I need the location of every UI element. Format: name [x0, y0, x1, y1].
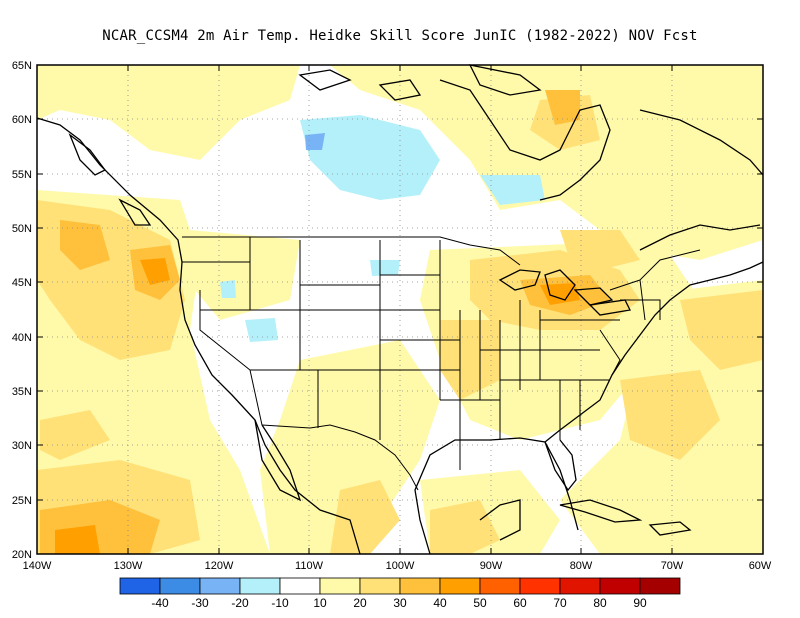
lon-label: 100W [386, 560, 415, 572]
graticule [37, 65, 763, 554]
lon-label: 80W [570, 560, 593, 572]
colorbar-swatch [279, 577, 321, 595]
colorbar-swatch [599, 577, 641, 595]
lon-label: 90W [480, 560, 503, 572]
lon-label: 140W [23, 560, 52, 572]
colorbar-label: 20 [353, 596, 367, 610]
colorbar-label: 50 [473, 596, 487, 610]
political-borders [182, 236, 701, 491]
colorbar-swatch [519, 577, 561, 595]
lon-axis: 140W 130W 120W 110W 100W 90W 80W 70W 60W [23, 560, 772, 572]
colorbar-label: 70 [553, 596, 567, 610]
colorbar-swatch [359, 577, 401, 595]
map-title: NCAR_CCSM4 2m Air Temp. Heidke Skill Sco… [102, 28, 698, 44]
lat-label: 45N [12, 277, 32, 289]
lat-label: 40N [12, 332, 32, 344]
colorbar-swatch [439, 577, 481, 595]
lat-axis: 65N 60N 55N 50N 45N 40N 35N 30N 25N 20N [12, 60, 32, 561]
lat-label: 50N [12, 223, 32, 235]
colorbar-label: -10 [271, 596, 289, 610]
colorbar-swatch [559, 577, 601, 595]
lat-label: 35N [12, 386, 32, 398]
lon-label: 70W [661, 560, 684, 572]
lon-label: 130W [114, 560, 143, 572]
colorbar-label: -30 [191, 596, 209, 610]
colorbar [119, 577, 681, 595]
colorbar-label: 30 [393, 596, 407, 610]
lat-label: 25N [12, 495, 32, 507]
colorbar-swatch [399, 577, 441, 595]
lat-label: 60N [12, 114, 32, 126]
colorbar-label: -20 [231, 596, 249, 610]
colorbar-label: 90 [633, 596, 647, 610]
lon-label: 60W [749, 560, 772, 572]
colorbar-swatch [119, 577, 161, 595]
colorbar-swatch [319, 577, 361, 595]
colorbar-label: 80 [593, 596, 607, 610]
colorbar-labels: -40 -30 -20 -10 10 20 30 40 50 60 70 80 … [151, 596, 647, 610]
colorbar-swatch [239, 577, 281, 595]
axis-ticks [36, 64, 764, 555]
colorbar-swatch [199, 577, 241, 595]
lat-label: 55N [12, 169, 32, 181]
lat-label: 65N [12, 60, 32, 72]
coastlines [36, 64, 764, 555]
lat-label: 20N [12, 549, 32, 561]
colorbar-label: 40 [433, 596, 447, 610]
colorbar-swatch [479, 577, 521, 595]
colorbar-label: 10 [313, 596, 327, 610]
colorbar-label: -40 [151, 596, 169, 610]
lon-label: 110W [295, 560, 324, 572]
colorbar-label: 60 [513, 596, 527, 610]
colorbar-swatch [639, 577, 681, 595]
lon-label: 120W [205, 560, 234, 572]
lat-label: 30N [12, 440, 32, 452]
colorbar-swatch [159, 577, 201, 595]
